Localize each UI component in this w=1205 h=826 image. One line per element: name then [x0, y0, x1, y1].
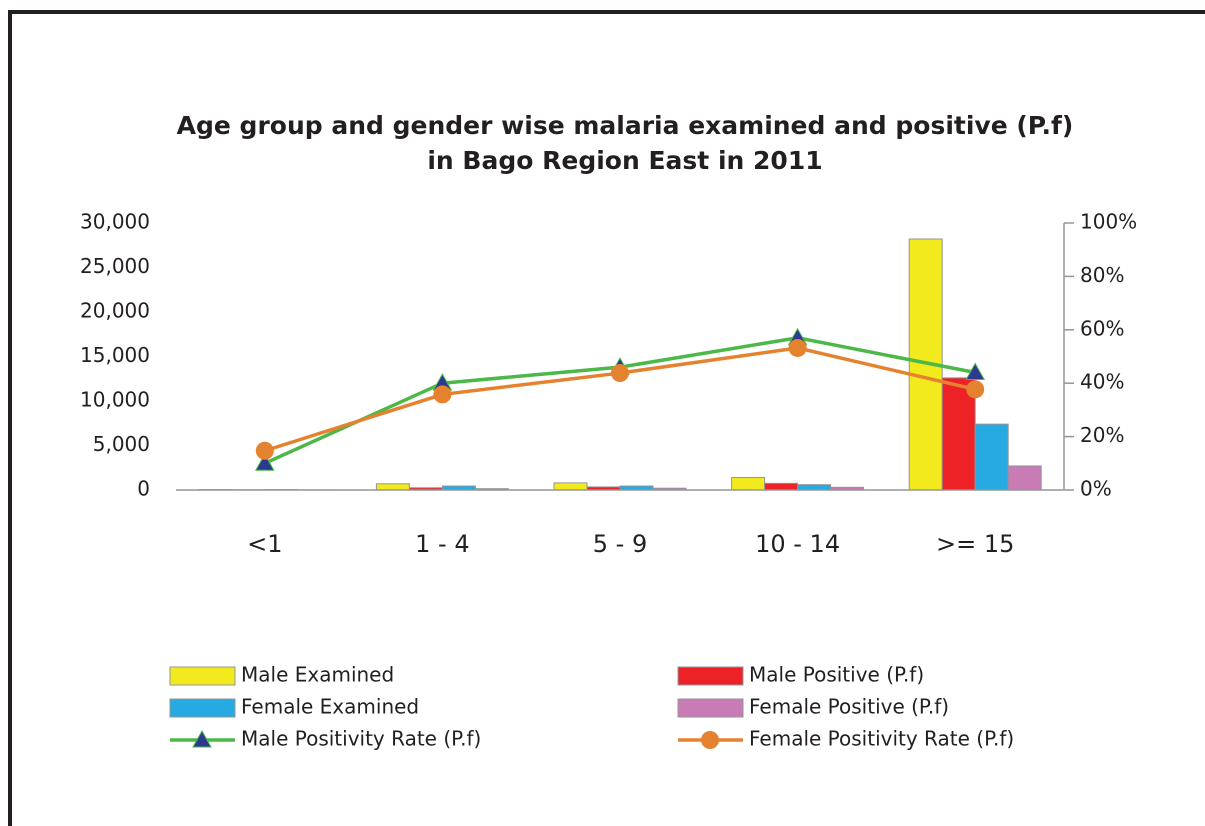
line-marker [965, 362, 986, 381]
bar [974, 423, 1009, 491]
x-tick-label: 5 - 9 [593, 530, 647, 558]
legend-swatch [677, 666, 744, 686]
x-tick-label: <1 [247, 530, 282, 558]
chart-title: in Bago Region East in 2011 [427, 146, 822, 175]
legend-label: Male Positive (P.f) [749, 663, 924, 687]
line-marker [788, 338, 807, 357]
bar [941, 377, 976, 491]
legend-marker [192, 729, 212, 748]
legend-marker [701, 731, 719, 749]
legend-swatch [169, 666, 236, 686]
y-tick-label: 25,000 [80, 254, 150, 278]
legend-label: Female Positivity Rate (P.f) [749, 727, 1014, 751]
legend-label: Female Positive (P.f) [749, 695, 949, 719]
bar [731, 477, 766, 491]
legend-swatch [677, 698, 744, 718]
bar [797, 484, 832, 491]
line-marker [255, 441, 274, 460]
y-tick-label: 15,000 [80, 343, 150, 367]
line [264, 336, 976, 465]
y-tick-label: 5,000 [93, 432, 150, 456]
legend-label: Male Positivity Rate (P.f) [241, 727, 481, 751]
y-tick-label: 0 [137, 477, 150, 501]
bar [764, 482, 799, 491]
bar [553, 482, 588, 491]
y2-tick-label: 60% [1080, 316, 1124, 340]
bar [1007, 465, 1042, 491]
y-tick-label: 10,000 [80, 388, 150, 412]
line-marker [611, 364, 629, 383]
y-tick-label: 30,000 [80, 210, 150, 234]
bar [375, 483, 410, 491]
y2-tick-label: 100% [1080, 210, 1137, 234]
x-tick-label: 10 - 14 [755, 530, 840, 558]
x-tick-label: 1 - 4 [415, 530, 469, 558]
y2-tick-label: 80% [1080, 263, 1124, 287]
x-tick-label: >= 15 [936, 530, 1014, 558]
y2-tick-label: 20% [1080, 423, 1124, 447]
frame [8, 10, 1205, 826]
line-marker [254, 453, 275, 471]
chart-title: Age group and gender wise malaria examin… [177, 111, 1074, 140]
y2-tick-label: 0% [1080, 477, 1112, 501]
line-marker [433, 385, 452, 404]
legend-label: Female Examined [241, 695, 419, 719]
line-marker [966, 380, 985, 399]
y2-tick-label: 40% [1080, 370, 1124, 394]
legend-swatch [169, 698, 236, 718]
legend-label: Male Examined [241, 663, 394, 687]
y-tick-label: 20,000 [80, 299, 150, 323]
